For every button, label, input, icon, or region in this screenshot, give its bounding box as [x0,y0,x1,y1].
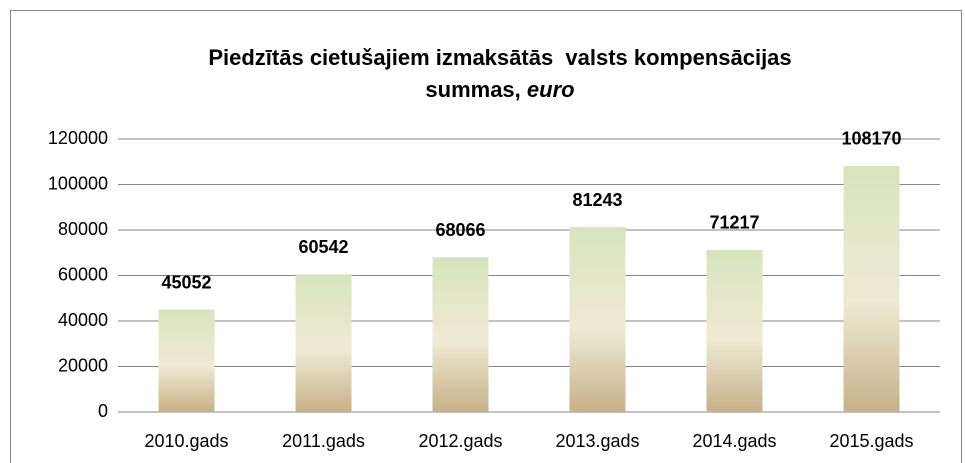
title-text: Piedzītās cietušajiem izmaksātās valsts … [208,45,798,102]
y-tick-label: 0 [98,401,108,421]
chart-frame [10,10,962,463]
y-tick-label: 120000 [48,128,108,148]
data-label: 60542 [298,237,348,257]
x-tick-label: 2015.gads [829,431,913,451]
data-label: 108170 [841,129,901,149]
bar [569,227,626,412]
title-unit: euro [526,77,575,102]
data-label: 71217 [709,213,759,233]
x-tick-label: 2014.gads [692,431,776,451]
x-tick-label: 2011.gads [282,431,365,451]
chart-title: Piedzītās cietušajiem izmaksātās valsts … [160,42,840,106]
y-tick-label: 100000 [48,173,108,193]
data-label: 68066 [435,220,485,240]
y-tick-label: 40000 [58,310,108,330]
bar [158,309,215,412]
x-tick-label: 2010.gads [144,431,228,451]
data-label: 81243 [572,190,622,210]
x-tick-label: 2012.gads [418,431,502,451]
data-label: 45052 [161,272,211,292]
bar [432,257,489,412]
bar [706,249,763,412]
x-tick-label: 2013.gads [555,431,639,451]
bar [295,274,352,412]
bar [843,165,900,412]
y-tick-label: 20000 [58,355,108,375]
y-tick-label: 80000 [58,219,108,239]
y-tick-label: 60000 [58,264,108,284]
